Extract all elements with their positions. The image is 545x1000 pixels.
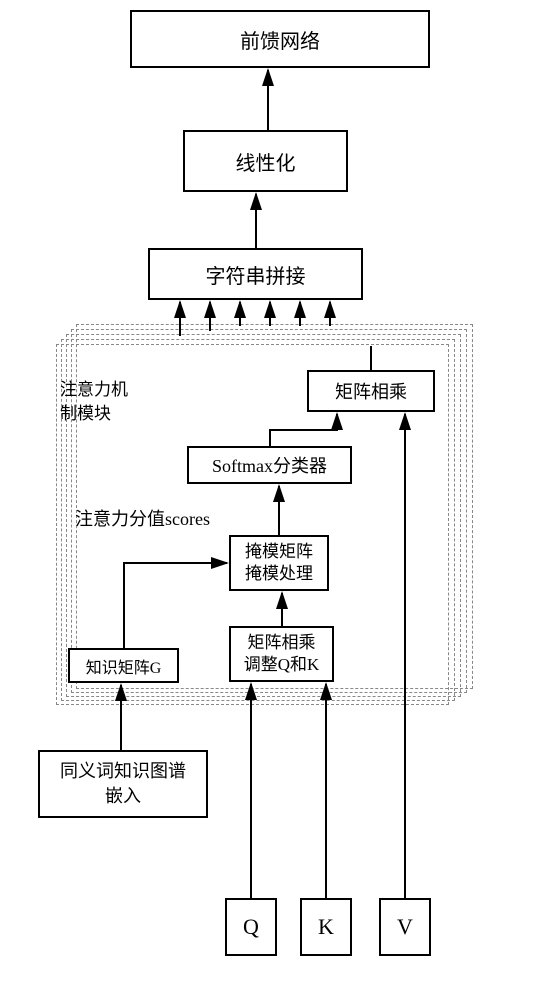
feedforward-box: 前馈网络: [130, 10, 430, 68]
linearize-box: 线性化: [183, 130, 348, 192]
knowledge-g-box: 知识矩阵G: [68, 648, 179, 683]
softmax-box: Softmax分类器: [187, 446, 352, 484]
mask-box: 掩模矩阵 掩模处理: [229, 535, 329, 591]
k-box: K: [300, 898, 352, 956]
feedforward-label: 前馈网络: [240, 25, 320, 54]
concat-box: 字符串拼接: [148, 248, 363, 300]
matmul2-label: 矩阵相乘: [335, 378, 407, 404]
synonym-embed-label: 同义词知识图谱 嵌入: [60, 759, 186, 809]
v-box: V: [379, 898, 431, 956]
q-box: Q: [225, 898, 277, 956]
matmul-qk-box: 矩阵相乘 调整Q和K: [229, 626, 334, 682]
softmax-label: Softmax分类器: [212, 452, 327, 478]
concat-label: 字符串拼接: [206, 260, 306, 289]
q-label: Q: [243, 914, 259, 940]
mask-label: 掩模矩阵 掩模处理: [245, 541, 313, 585]
linearize-label: 线性化: [236, 147, 296, 176]
module-label: 注意力机 制模块: [60, 354, 128, 425]
scores-label: 注意力分值scores: [75, 505, 210, 531]
matmul2-box: 矩阵相乘: [307, 370, 435, 412]
synonym-embed-box: 同义词知识图谱 嵌入: [38, 750, 208, 818]
matmul-qk-label: 矩阵相乘 调整Q和K: [244, 632, 320, 676]
v-label: V: [397, 914, 413, 940]
knowledge-g-label: 知识矩阵G: [86, 654, 162, 678]
k-label: K: [318, 914, 334, 940]
